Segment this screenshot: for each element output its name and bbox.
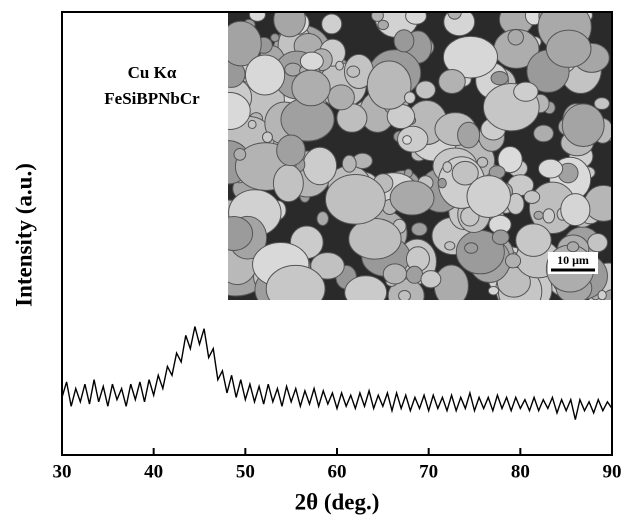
sem-particle — [371, 12, 384, 22]
sem-particle — [299, 51, 324, 71]
x-tick-label: 70 — [419, 461, 438, 482]
sem-particle — [442, 161, 453, 173]
sem-particle — [272, 164, 304, 203]
sem-particle — [433, 264, 469, 300]
sem-particle — [325, 174, 386, 225]
scale-bar-label: 10 μm — [557, 253, 589, 267]
sem-particle — [507, 29, 524, 46]
x-tick-label: 90 — [603, 461, 622, 482]
sem-particle — [444, 241, 456, 251]
sem-particle — [366, 60, 412, 110]
sem-particle — [335, 60, 344, 71]
annotation: FeSiBPNbCr — [104, 89, 200, 108]
sem-particle — [228, 20, 262, 67]
sem-particle — [464, 242, 479, 254]
sem-particle — [233, 147, 247, 161]
sem-particle — [476, 156, 489, 168]
x-tick-label: 60 — [328, 461, 347, 482]
sem-particle — [411, 222, 428, 237]
sem-particle — [248, 12, 266, 22]
sem-particle — [587, 233, 608, 253]
sem-particle — [533, 124, 554, 143]
sem-particle — [228, 215, 254, 251]
sem-particle — [228, 91, 251, 131]
sem-particle — [403, 91, 416, 104]
sem-particle — [316, 211, 329, 227]
sem-particle — [515, 223, 552, 257]
sem-particle — [273, 12, 306, 38]
sem-particle — [262, 131, 273, 144]
sem-particle — [302, 146, 338, 186]
sem-particle — [491, 229, 510, 245]
sem-particle — [497, 146, 523, 174]
sem-particle — [457, 121, 481, 149]
sem-particle — [397, 125, 429, 153]
sem-particle — [247, 119, 257, 130]
sem-particle — [341, 154, 357, 173]
sem-particle — [270, 33, 280, 43]
sem-particle — [542, 208, 556, 224]
sem-particle — [466, 175, 511, 218]
sem-particle — [265, 264, 326, 300]
sem-particle — [415, 80, 436, 100]
sem-particle — [377, 19, 389, 31]
sem-particle — [327, 84, 355, 111]
sem-particle — [405, 265, 424, 284]
sem-particle — [276, 134, 306, 167]
y-axis-label: Intensity (a.u.) — [11, 163, 36, 307]
sem-particle — [487, 285, 500, 296]
sem-particle — [513, 81, 539, 102]
sem-particle — [545, 29, 592, 68]
sem-particle — [402, 135, 412, 145]
x-tick-label: 30 — [53, 461, 72, 482]
sem-particle — [583, 184, 612, 222]
sem-particle — [244, 54, 286, 96]
annotation: Cu Kα — [128, 63, 177, 82]
sem-particle — [438, 69, 466, 95]
sem-particle — [405, 12, 427, 25]
sem-particle — [291, 69, 331, 107]
sem-particle — [561, 103, 605, 148]
x-axis-label: 2θ (deg.) — [295, 489, 380, 514]
sem-inset — [228, 12, 612, 300]
sem-particle — [393, 29, 415, 53]
sem-particle — [346, 65, 361, 78]
sem-particle — [504, 253, 522, 269]
sem-particle — [451, 160, 479, 186]
sem-particle — [442, 35, 498, 79]
sem-particle — [321, 13, 343, 35]
sem-particle — [490, 71, 509, 86]
x-tick-label: 50 — [236, 461, 255, 482]
sem-particle — [523, 190, 541, 204]
sem-particle — [533, 210, 544, 220]
sem-particle — [593, 97, 610, 110]
sem-particle — [389, 180, 435, 216]
sem-particle — [437, 177, 447, 189]
sem-particle — [310, 252, 345, 280]
sem-particle — [398, 289, 412, 300]
sem-particle — [344, 275, 388, 300]
sem-particle — [348, 218, 402, 260]
sem-particle — [597, 290, 607, 300]
sem-particle — [560, 193, 591, 227]
x-tick-label: 80 — [511, 461, 530, 482]
sem-particle — [382, 263, 408, 285]
x-tick-label: 40 — [144, 461, 163, 482]
xrd-line — [61, 326, 613, 420]
sem-particle — [420, 270, 442, 289]
sem-particle — [537, 158, 564, 179]
sem-particle — [566, 241, 580, 253]
